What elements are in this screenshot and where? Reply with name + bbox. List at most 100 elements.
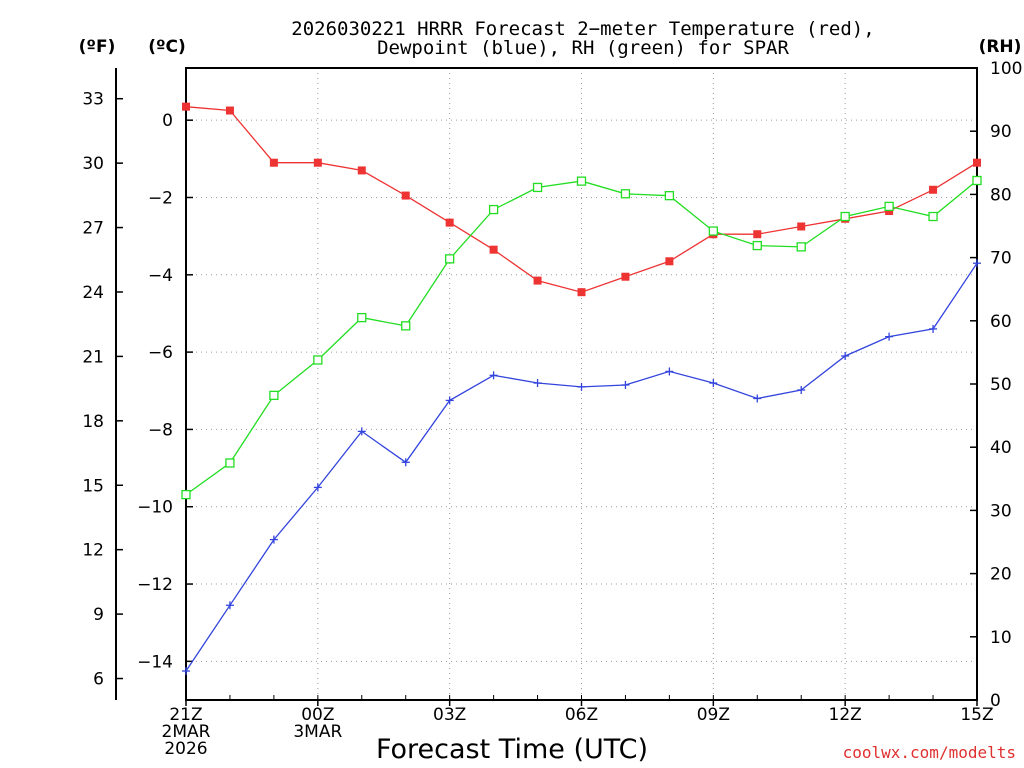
data-point [313,355,323,365]
series-rh [181,175,982,500]
tick-labels: 0−2−4−6−8−10−12−143330272421181512961009… [82,59,1022,759]
data-point [401,458,410,467]
data-point [269,158,278,167]
rh-tick-label: 90 [990,122,1012,142]
x-tick-label: 3MAR [293,722,342,742]
data-point [620,189,631,199]
data-point [357,312,367,323]
celsius-unit-label: (ºC) [148,37,186,57]
data-point [929,185,938,194]
fahrenheit-tick-label: 27 [82,219,104,239]
axes [115,67,978,706]
celsius-tick-label: −4 [148,266,173,286]
celsius-tick-label: −8 [148,420,173,440]
data-point [401,191,410,200]
data-point [313,158,322,167]
data-point [532,182,543,193]
x-tick-label: 03Z [433,705,466,725]
celsius-tick-label: −12 [137,575,173,595]
celsius-tick-label: 0 [162,111,173,131]
rh-tick-label: 30 [990,501,1012,521]
fahrenheit-tick-label: 15 [82,476,104,496]
data-point [972,175,982,186]
data-point [621,272,630,281]
data-point [973,158,981,167]
celsius-tick-label: −10 [137,498,173,518]
x-tick-label: 2MAR [162,722,211,742]
data-point [445,396,454,405]
data-series [181,102,982,676]
rh-tick-label: 100 [990,59,1022,79]
fahrenheit-tick-label: 18 [82,412,104,432]
fahrenheit-tick-label: 24 [82,283,104,303]
series-2-meter-temperature [182,102,981,297]
data-point [752,240,762,251]
data-point [884,201,894,212]
data-point [357,166,366,175]
chart-title-line1: 2026030221 HRRR Forecast 2−meter Tempera… [291,18,874,40]
x-tick-label: 00Z [301,705,334,725]
fahrenheit-tick-label: 30 [82,154,104,174]
fahrenheit-tick-label: 9 [93,605,104,625]
rh-tick-label: 80 [990,185,1012,205]
data-point [973,259,981,268]
data-point [841,351,850,360]
data-point [313,483,322,492]
data-point [708,226,718,236]
data-point [929,324,938,333]
rh-tick-label: 10 [990,628,1012,648]
data-point [796,242,806,252]
celsius-tick-label: −14 [137,652,173,672]
data-point [709,379,718,388]
data-point [225,106,234,115]
x-tick-label: 12Z [829,705,862,725]
rh-tick-label: 20 [990,565,1012,585]
data-point [885,332,894,341]
data-point [225,458,235,468]
data-point [182,102,190,111]
x-axis-label: Forecast Time (UTC) [376,734,648,765]
x-tick-label: 15Z [960,705,993,725]
data-point [489,371,498,380]
fahrenheit-unit-label: (ºF) [79,37,116,57]
data-point [928,211,938,222]
rh-tick-label: 70 [990,249,1012,269]
data-point [488,204,499,215]
data-point [269,535,278,544]
series-line [185,179,978,496]
data-point [577,382,586,391]
data-point [533,276,542,285]
series-line [185,262,978,672]
data-point [445,254,455,264]
fahrenheit-tick-label: 12 [82,541,104,561]
data-point [665,367,674,376]
x-tick-label: 09Z [697,705,730,725]
fahrenheit-tick-label: 6 [93,670,104,690]
data-point [753,394,762,403]
celsius-tick-label: −6 [148,343,173,363]
series-line [185,106,978,293]
data-point [357,427,366,436]
data-point [753,230,762,239]
data-point [445,218,454,227]
x-tick-label: 06Z [565,705,598,725]
fahrenheit-tick-label: 21 [82,347,104,367]
rh-tick-label: 40 [990,438,1012,458]
rh-tick-label: 0 [990,691,1001,711]
chart-title-line2: Dewpoint (blue), RH (green) for SPAR [377,37,789,59]
data-point [797,222,806,231]
data-point [225,601,234,610]
data-point [621,380,630,389]
credit-text: coolwx.com/modelts [843,743,1016,762]
data-point [401,321,411,331]
data-point [533,379,542,388]
x-tick-label: 21Z [169,705,202,725]
series-dewpoint [182,259,981,676]
data-point [576,176,587,186]
data-point [797,385,806,394]
data-point [181,489,191,500]
fahrenheit-tick-label: 33 [82,90,104,110]
rh-unit-label: (RH) [979,37,1022,57]
rh-tick-label: 60 [990,312,1012,332]
